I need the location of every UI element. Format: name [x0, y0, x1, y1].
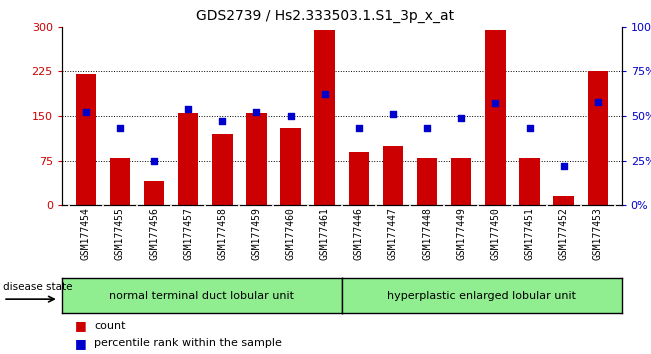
Text: GSM177453: GSM177453	[593, 207, 603, 261]
Text: normal terminal duct lobular unit: normal terminal duct lobular unit	[109, 291, 294, 301]
Point	[115, 126, 125, 131]
Text: GSM177460: GSM177460	[286, 207, 296, 261]
Point	[285, 113, 296, 119]
Point	[490, 101, 501, 106]
Bar	[76, 74, 96, 205]
Bar	[383, 146, 403, 205]
Text: GSM177461: GSM177461	[320, 207, 329, 261]
Bar	[281, 128, 301, 205]
Bar	[178, 113, 199, 205]
Bar	[588, 71, 608, 205]
Bar	[212, 134, 232, 205]
Bar	[553, 196, 574, 205]
Point	[81, 109, 91, 115]
Point	[353, 126, 364, 131]
Bar	[314, 29, 335, 205]
Text: GDS2739 / Hs2.333503.1.S1_3p_x_at: GDS2739 / Hs2.333503.1.S1_3p_x_at	[197, 9, 454, 23]
Text: GSM177452: GSM177452	[559, 207, 569, 261]
Point	[251, 109, 262, 115]
Text: GSM177447: GSM177447	[388, 207, 398, 261]
Text: ■: ■	[75, 319, 87, 332]
Point	[183, 106, 193, 112]
Bar	[519, 158, 540, 205]
Point	[456, 115, 467, 121]
Text: GSM177455: GSM177455	[115, 207, 125, 261]
Point	[524, 126, 534, 131]
Text: GSM177448: GSM177448	[422, 207, 432, 261]
Point	[422, 126, 432, 131]
Bar	[246, 113, 267, 205]
Text: GSM177454: GSM177454	[81, 207, 90, 261]
Text: ■: ■	[75, 337, 87, 350]
Bar	[451, 158, 471, 205]
Text: hyperplastic enlarged lobular unit: hyperplastic enlarged lobular unit	[387, 291, 576, 301]
Text: percentile rank within the sample: percentile rank within the sample	[94, 338, 283, 348]
Text: GSM177458: GSM177458	[217, 207, 227, 261]
Text: GSM177446: GSM177446	[354, 207, 364, 261]
Bar	[144, 182, 164, 205]
Text: count: count	[94, 321, 126, 331]
Text: GSM177450: GSM177450	[490, 207, 501, 261]
Bar	[109, 158, 130, 205]
Point	[388, 111, 398, 117]
Bar	[348, 152, 369, 205]
Bar	[417, 158, 437, 205]
Bar	[485, 29, 506, 205]
Point	[149, 158, 159, 164]
Text: GSM177456: GSM177456	[149, 207, 159, 261]
Text: disease state: disease state	[3, 282, 73, 292]
Text: GSM177459: GSM177459	[251, 207, 262, 261]
Point	[559, 163, 569, 169]
Text: GSM177451: GSM177451	[525, 207, 534, 261]
Text: GSM177457: GSM177457	[183, 207, 193, 261]
Point	[592, 99, 603, 104]
Point	[217, 119, 227, 124]
Text: GSM177449: GSM177449	[456, 207, 466, 261]
Point	[320, 92, 330, 97]
